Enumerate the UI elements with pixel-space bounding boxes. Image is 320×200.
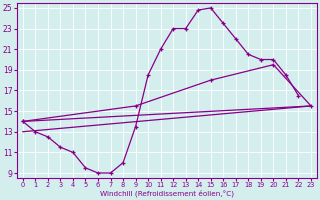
X-axis label: Windchill (Refroidissement éolien,°C): Windchill (Refroidissement éolien,°C): [100, 190, 234, 197]
